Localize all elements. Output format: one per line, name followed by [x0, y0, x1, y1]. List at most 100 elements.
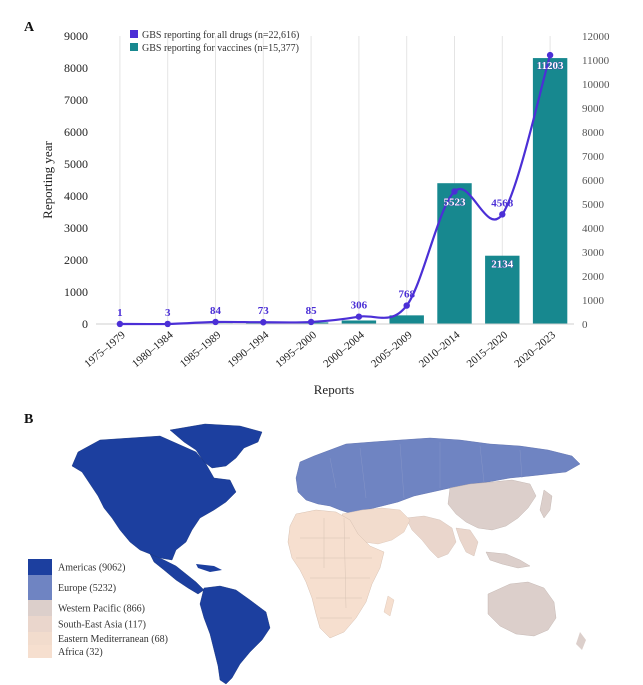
y2-tick-label-2: 2000: [582, 271, 605, 283]
map-legend-label-1: Europe (5232): [58, 583, 116, 594]
map-legend-swatch-0: [28, 559, 52, 575]
map-legend-swatch-3: [28, 616, 52, 632]
region-sea-islands: [485, 551, 531, 569]
map-legend: Americas (9062) Europe (5232) Western Paci…: [28, 559, 168, 658]
y2-tick-label-5: 5000: [582, 199, 605, 211]
legend-swatch-1: [130, 43, 138, 51]
line-label-4: 85: [306, 305, 318, 317]
country-borders: [329, 442, 523, 499]
africa-borders: [296, 517, 372, 619]
x-tick-label-2: 1985–1989: [178, 329, 224, 370]
y2-tick-label-8: 8000: [582, 127, 605, 139]
map-legend-label-3: South-East Asia (117): [58, 620, 146, 631]
y2-tick-label-9: 9000: [582, 103, 605, 115]
legend: GBS reporting for all drugs (n=22,616) GB…: [130, 30, 299, 54]
line-point-6: [403, 302, 410, 309]
map-legend-swatch-5: [28, 645, 52, 658]
region-japan: [539, 489, 553, 519]
y-tick-label-7: 7000: [64, 93, 88, 107]
panel-a-label: A: [24, 20, 35, 35]
y2-tick-label-10: 10000: [582, 79, 610, 91]
legend-label-0: GBS reporting for all drugs (n=22,616): [142, 30, 299, 41]
map-regions: [71, 423, 586, 685]
chart-panel-a: 0 1000 2000 3000 4000 5000 6000 7000 8000 9000 0 10…: [40, 29, 610, 397]
line-label-6: 768: [398, 289, 415, 301]
map-legend-swatch-1: [28, 575, 52, 600]
y-tick-label-8: 8000: [64, 61, 88, 75]
y-tick-label-0: 0: [82, 317, 88, 331]
y2-tick-label-6: 6000: [582, 175, 605, 187]
line-point-5: [355, 313, 363, 320]
region-indochina: [455, 527, 479, 557]
y2-tick-label-4: 4000: [582, 223, 605, 235]
bar-7: [437, 183, 472, 324]
region-new-zealand: [576, 632, 586, 650]
y2-tick-label-0: 0: [582, 319, 588, 331]
line-point-0: [116, 320, 124, 328]
line-point-4: [307, 318, 315, 326]
region-greenland: [169, 423, 263, 469]
line-label-0: 1: [117, 307, 123, 319]
legend-swatch-0: [130, 30, 138, 38]
y-tick-label-2: 2000: [64, 253, 88, 267]
region-south-east-asia: [405, 515, 457, 559]
region-americas-north: [71, 435, 237, 561]
line-label-8: 4568: [491, 197, 514, 209]
y-tick-label-9: 9000: [64, 29, 88, 43]
map-legend-swatch-4: [28, 632, 52, 645]
y-tick-label-4: 4000: [64, 189, 88, 203]
map-legend-label-5: Africa (32): [58, 647, 103, 658]
line-label-7: 5523: [444, 196, 467, 208]
region-americas-south: [199, 585, 271, 685]
world-map-panel-b: Americas (9062) Europe (5232) Western Paci…: [28, 423, 586, 685]
x-tick-label-6: 2005–2009: [369, 329, 415, 370]
line-label-3: 73: [258, 305, 270, 317]
line-point-3: [260, 319, 267, 326]
y2-tick-label-1: 1000: [582, 295, 605, 307]
x-tick-label-1: 1980–1984: [130, 329, 176, 370]
x-tick-label-0: 1975–1979: [82, 329, 128, 370]
region-western-pacific: [447, 479, 537, 531]
x-tick-label-3: 1990–1994: [226, 329, 272, 370]
panel-b-label: B: [24, 412, 34, 427]
bar-6: [389, 315, 424, 324]
x-tick-label-5: 2000–2004: [321, 329, 367, 370]
line-label-9: 11203: [537, 60, 564, 72]
y-axis-label: Reporting year: [40, 141, 55, 219]
line-point-9: [546, 51, 554, 59]
x-tick-label-4: 1995–2000: [273, 329, 319, 370]
y-tick-label-3: 3000: [64, 221, 88, 235]
y2-tick-label-12: 12000: [582, 31, 610, 43]
map-legend-label-4: Eastern Mediterranean (68): [58, 634, 168, 645]
line-point-2: [212, 318, 219, 326]
region-madagascar: [383, 595, 395, 617]
x-tick-label-8: 2015–2020: [465, 329, 511, 370]
region-caribbean: [196, 564, 222, 572]
line-point-8: [499, 211, 506, 218]
region-europe: [295, 437, 581, 515]
region-africa: [287, 509, 385, 639]
region-americas-central: [149, 553, 205, 595]
y2-tick-label-3: 3000: [582, 247, 605, 259]
bar-label-8: 2134: [491, 259, 514, 271]
y-tick-label-6: 6000: [64, 125, 88, 139]
legend-label-1: GBS reporting for vaccines (n=15,377): [142, 43, 299, 54]
x-axis-label: Reports: [314, 382, 354, 397]
bar-8: [485, 255, 520, 324]
map-legend-label-0: Americas (9062): [58, 563, 125, 574]
x-tick-label-9: 2020–2023: [512, 329, 558, 370]
bar-5: [341, 320, 377, 324]
line-label-1: 3: [165, 307, 171, 319]
line-label-5: 306: [351, 300, 368, 312]
region-australia: [487, 581, 557, 637]
data-labels: 2134 1 3 84 73 85 306 768 5523 4568 11203: [117, 60, 564, 319]
map-legend-label-2: Western Pacific (866): [58, 604, 145, 615]
line-label-2: 84: [210, 305, 222, 317]
line-series: [116, 51, 554, 328]
x-tick-label-7: 2010–2014: [417, 329, 463, 370]
map-legend-swatch-2: [28, 600, 52, 616]
line-point-1: [164, 320, 171, 328]
y2-tick-label-11: 11000: [582, 55, 610, 67]
y2-tick-label-7: 7000: [582, 151, 605, 163]
